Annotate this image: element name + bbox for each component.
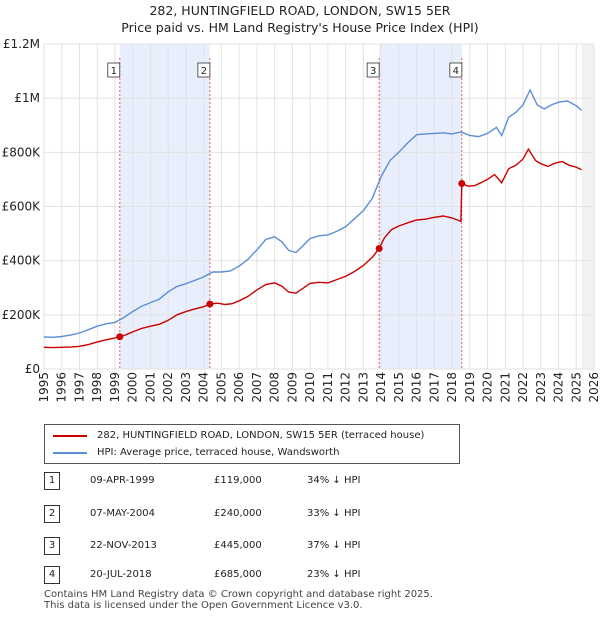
sale-row: 3 22-NOV-2013 £445,000 37% ↓ HPI: [44, 537, 444, 557]
x-tick-label: 2006: [232, 372, 246, 403]
x-tick-label: 2018: [445, 372, 459, 403]
sale-date: 07-MAY-2004: [90, 508, 156, 519]
sale-point: [375, 244, 383, 252]
property-price-line: [43, 147, 582, 349]
sale-row: 1 09-APR-1999 £119,000 34% ↓ HPI: [44, 472, 444, 492]
price-chart: 282, HUNTINGFIELD ROAD, LONDON, SW15 5ER…: [2, 3, 600, 403]
sale-point: [116, 333, 124, 341]
sale-marker-label: 3: [370, 66, 376, 77]
sale-marker-label: 2: [201, 66, 207, 77]
x-tick-label: 1995: [37, 372, 51, 403]
legend-swatch-hpi: [53, 452, 87, 454]
y-tick-label: £600K: [2, 200, 42, 214]
x-tick-label: 2022: [516, 372, 530, 403]
y-tick-label: £800K: [2, 145, 42, 159]
sale-price: £685,000: [214, 569, 262, 580]
x-tick-label: 2023: [534, 372, 548, 403]
chart-title: 282, HUNTINGFIELD ROAD, LONDON, SW15 5ER: [149, 3, 450, 18]
hpi-line: [43, 88, 583, 339]
x-tick-label: 2007: [250, 372, 264, 403]
y-tick-label: £1.2M: [3, 37, 40, 51]
legend-item-hpi: HPI: Average price, terraced house, Wand…: [45, 445, 459, 461]
x-tick-label: 2015: [392, 372, 406, 403]
x-tick-label: 2003: [179, 372, 193, 403]
x-tick-label: 2005: [214, 372, 228, 403]
sale-number-badge: 2: [44, 505, 60, 523]
x-tick-label: 2024: [552, 372, 566, 403]
sale-marker-box: [107, 62, 121, 78]
sale-point: [206, 300, 214, 308]
x-tick-label: 1996: [55, 372, 69, 403]
y-tick-label: £1M: [14, 91, 40, 105]
x-tick-label: 2021: [498, 372, 512, 403]
legend-label-property: 282, HUNTINGFIELD ROAD, LONDON, SW15 5ER…: [97, 430, 425, 441]
sale-hpi-diff: 37% ↓ HPI: [307, 540, 361, 551]
sale-marker-label: 4: [453, 66, 459, 77]
legend-label-hpi: HPI: Average price, terraced house, Wand…: [97, 447, 340, 458]
x-tick-label: 2017: [427, 372, 441, 403]
x-tick-label: 2004: [197, 372, 211, 403]
sale-marker-box: [449, 62, 463, 78]
sale-marker-label: 1: [111, 66, 117, 77]
sale-point: [458, 179, 466, 187]
x-tick-label: 2002: [161, 372, 175, 403]
footer-copyright: Contains HM Land Registry data © Crown c…: [44, 589, 433, 600]
x-tick-label: 2014: [374, 372, 388, 403]
x-tick-label: 2010: [303, 372, 317, 403]
sale-marker-box: [366, 62, 380, 78]
sale-marker-box: [197, 62, 211, 78]
sale-date: 09-APR-1999: [90, 475, 155, 486]
sale-number-badge: 4: [44, 566, 60, 584]
sale-hpi-diff: 33% ↓ HPI: [307, 508, 361, 519]
sale-price: £119,000: [214, 475, 262, 486]
footer-licence: This data is licensed under the Open Gov…: [44, 600, 363, 611]
x-tick-label: 1998: [90, 372, 104, 403]
x-tick-label: 2025: [569, 372, 583, 403]
sale-number-badge: 3: [44, 537, 60, 555]
legend-swatch-property: [53, 435, 87, 437]
chart-subtitle: Price paid vs. HM Land Registry's House …: [121, 20, 478, 35]
x-tick-label: 2009: [285, 372, 299, 403]
sale-price: £240,000: [214, 508, 262, 519]
x-tick-label: 2008: [268, 372, 282, 403]
chart-legend: 282, HUNTINGFIELD ROAD, LONDON, SW15 5ER…: [44, 424, 460, 464]
sale-date: 20-JUL-2018: [90, 569, 152, 580]
y-tick-label: £400K: [2, 254, 42, 268]
x-tick-label: 2011: [321, 372, 335, 403]
x-tick-label: 1999: [108, 372, 122, 403]
x-tick-label: 2012: [339, 372, 353, 403]
x-tick-label: 2019: [463, 372, 477, 403]
x-tick-label: 2016: [410, 372, 424, 403]
x-tick-label: 1997: [72, 372, 86, 403]
sale-row: 4 20-JUL-2018 £685,000 23% ↓ HPI: [44, 566, 444, 586]
footer-notice: Contains HM Land Registry data © Crown c…: [44, 589, 564, 611]
legend-item-property: 282, HUNTINGFIELD ROAD, LONDON, SW15 5ER…: [45, 428, 459, 444]
y-tick-label: £200K: [2, 308, 42, 322]
x-tick-label: 2001: [143, 372, 157, 403]
sale-number-badge: 1: [44, 472, 60, 490]
sale-hpi-diff: 23% ↓ HPI: [307, 569, 361, 580]
sale-price: £445,000: [214, 540, 262, 551]
sale-date: 22-NOV-2013: [90, 540, 157, 551]
x-tick-label: 2000: [126, 372, 140, 403]
x-tick-label: 2026: [587, 372, 600, 403]
x-tick-label: 2013: [356, 372, 370, 403]
sale-hpi-diff: 34% ↓ HPI: [307, 475, 361, 486]
sale-row: 2 07-MAY-2004 £240,000 33% ↓ HPI: [44, 505, 444, 525]
y-tick-label: £0: [25, 362, 40, 376]
x-tick-label: 2020: [481, 372, 495, 403]
